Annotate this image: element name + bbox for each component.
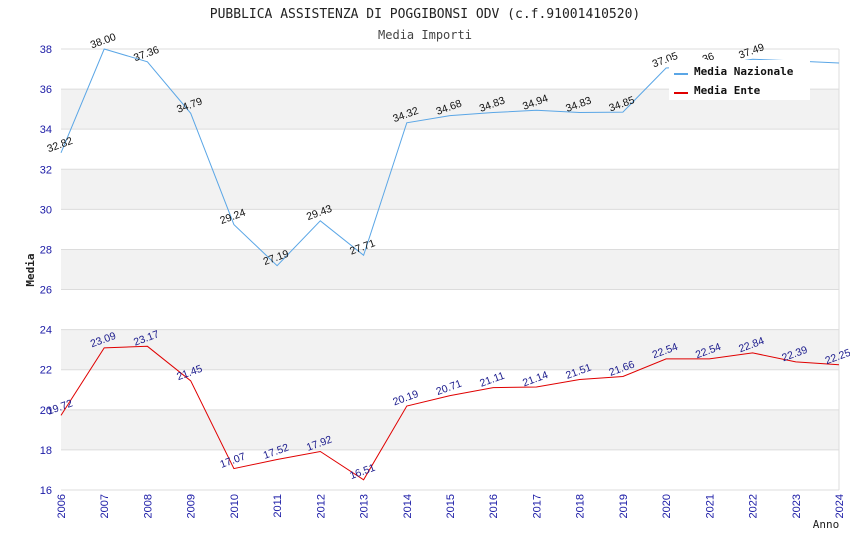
x-tick-label: 2023: [791, 494, 803, 518]
y-tick-label: 30: [40, 204, 52, 216]
x-tick-label: 2009: [186, 494, 198, 518]
x-axis-label: Anno: [813, 518, 840, 531]
legend-label: Media Nazionale: [694, 65, 794, 78]
x-tick-labels: 2006 2007 2008 2009 2010 2011 2012 2013 2014 2015…: [56, 494, 846, 518]
x-tick-label: 2010: [229, 494, 241, 518]
y-axis-label: Media: [24, 253, 37, 286]
y-tick-label: 38: [40, 44, 52, 56]
legend-box: [669, 60, 810, 100]
x-tick-label: 2018: [575, 494, 587, 518]
data-label: 17.07: [218, 451, 247, 471]
y-tick-label: 26: [40, 285, 52, 297]
y-tick-label: 20: [40, 405, 52, 417]
grid-band: [61, 329, 839, 370]
data-label: 37.49: [737, 41, 766, 61]
grid-band: [61, 409, 839, 450]
x-tick-label: 2021: [704, 494, 716, 518]
legend-label: Media Ente: [694, 84, 761, 97]
x-tick-label: 2013: [359, 494, 371, 518]
y-tick-label: 16: [40, 485, 52, 497]
x-tick-label: 2014: [402, 494, 414, 518]
background-bands: [61, 89, 839, 450]
data-label: 20.71: [435, 378, 464, 398]
x-tick-label: 2024: [834, 494, 846, 518]
y-tick-label: 32: [40, 164, 52, 176]
series-line-media-ente: [60, 345, 840, 481]
chart-subtitle: Media Importi: [378, 28, 472, 42]
data-label: 38.00: [89, 31, 118, 51]
y-tick-label: 36: [40, 84, 52, 96]
y-tick-labels: 16 18 20 22 24 26 28 30 32 34 36 38: [40, 44, 52, 497]
data-label: 21.11: [478, 370, 506, 390]
x-tick-label: 2008: [142, 494, 154, 518]
data-label: 32.82: [46, 135, 75, 155]
data-label: 21.14: [521, 369, 550, 389]
x-tick-label: 2022: [748, 494, 760, 518]
y-tick-label: 18: [40, 445, 52, 457]
chart-title: PUBBLICA ASSISTENZA DI POGGIBONSI ODV (c…: [210, 7, 640, 22]
grid-band: [61, 249, 839, 290]
y-tick-label: 28: [40, 244, 52, 256]
y-tick-label: 22: [40, 365, 52, 377]
x-tick-label: 2007: [99, 494, 111, 518]
y-tick-label: 34: [40, 124, 52, 136]
x-tick-label: 2015: [445, 494, 457, 518]
y-tick-label: 24: [40, 325, 52, 337]
x-tick-label: 2017: [531, 494, 543, 518]
legend: Media Nazionale Media Ente: [669, 60, 810, 100]
x-tick-label: 2016: [488, 494, 500, 518]
x-tick-label: 2019: [618, 494, 630, 518]
x-tick-label: 2011: [272, 494, 284, 518]
x-tick-label: 2012: [315, 494, 327, 518]
data-label: 20.19: [391, 388, 420, 408]
x-tick-label: 2020: [661, 494, 673, 518]
x-tick-label: 2006: [56, 494, 68, 518]
grid-band: [61, 169, 839, 210]
grid-lines: [61, 48, 840, 491]
